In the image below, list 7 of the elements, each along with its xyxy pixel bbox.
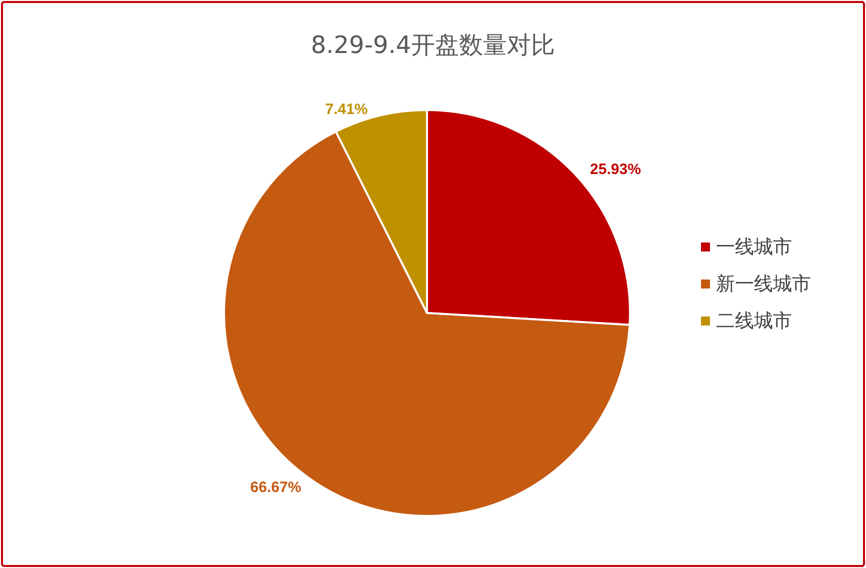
legend-label: 一线城市 <box>716 236 792 258</box>
legend-label: 二线城市 <box>716 310 792 332</box>
data-label: 66.67% <box>250 479 302 496</box>
data-label: 7.41% <box>325 101 368 118</box>
data-label: 25.93% <box>590 161 641 178</box>
legend-label: 新一线城市 <box>716 273 811 295</box>
chart-title: 8.29-9.4开盘数量对比 <box>310 31 556 59</box>
